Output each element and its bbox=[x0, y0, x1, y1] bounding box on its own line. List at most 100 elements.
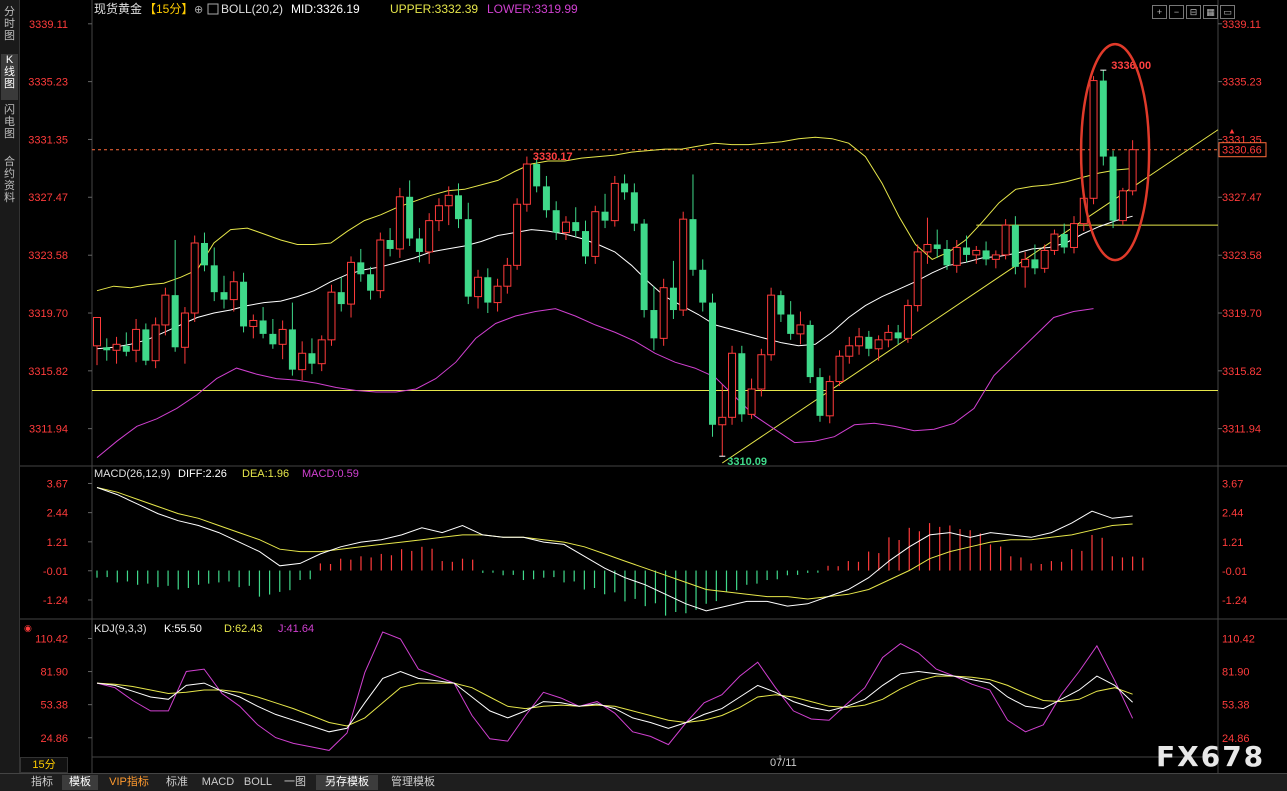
candle bbox=[376, 232, 385, 299]
bottom-tab-1[interactable]: 模板 bbox=[62, 775, 98, 790]
candle bbox=[513, 198, 522, 270]
candle bbox=[640, 219, 648, 318]
candle-body bbox=[952, 246, 961, 266]
candle bbox=[444, 186, 453, 226]
sidebar-tab-1[interactable]: K线图 bbox=[1, 54, 18, 100]
candle-body bbox=[650, 310, 658, 339]
boll-icon bbox=[207, 3, 219, 15]
candle-body bbox=[180, 312, 189, 348]
candle bbox=[1031, 244, 1039, 275]
candle bbox=[601, 193, 609, 229]
price-arrow-icon: ▲ bbox=[1228, 126, 1236, 135]
candle bbox=[610, 175, 619, 227]
bottom-tab-8[interactable]: 管理模板 bbox=[391, 776, 435, 788]
candle-body bbox=[757, 354, 766, 390]
candle-body bbox=[835, 355, 844, 383]
zoom-out-icon[interactable]: − bbox=[1169, 5, 1184, 19]
candle-body bbox=[298, 352, 307, 371]
candle bbox=[122, 332, 130, 357]
bottom-tab-0[interactable]: 指标 bbox=[31, 776, 53, 788]
candle bbox=[210, 247, 218, 302]
kdj-label-left: 110.42 bbox=[35, 633, 68, 645]
candle bbox=[240, 272, 248, 333]
boll-lower-value: LOWER:3319.99 bbox=[487, 2, 578, 16]
candle bbox=[337, 277, 345, 312]
candle-body bbox=[200, 242, 208, 266]
layout-icon[interactable]: ▭ bbox=[1220, 5, 1235, 19]
candle bbox=[796, 311, 805, 345]
candle bbox=[825, 375, 834, 424]
candle-body bbox=[796, 324, 805, 335]
bottom-tab-2[interactable]: VIP指标 bbox=[109, 776, 149, 788]
price-label-left: 3315.82 bbox=[28, 366, 68, 378]
current-price-box bbox=[1218, 142, 1267, 158]
sidebar-tab-0[interactable]: 分时图 bbox=[4, 6, 15, 42]
candle-body bbox=[1128, 149, 1137, 192]
bottom-tab-6[interactable]: 一图 bbox=[284, 776, 306, 788]
candle-body bbox=[1070, 223, 1078, 248]
macd-dea-line bbox=[96, 487, 1133, 600]
candle-body bbox=[630, 192, 638, 224]
macd-label-left: -0.01 bbox=[43, 566, 68, 578]
candle-body bbox=[855, 336, 864, 347]
split-view-icon[interactable]: ⊟ bbox=[1186, 5, 1201, 19]
candle-body bbox=[425, 220, 434, 253]
chart-toolbar: + − ⊟ ▦ ▭ bbox=[1152, 2, 1237, 19]
bottom-tab-5[interactable]: BOLL bbox=[243, 776, 273, 788]
zoom-in-icon[interactable]: + bbox=[1152, 5, 1167, 19]
candle bbox=[493, 278, 502, 312]
candle-body bbox=[903, 305, 912, 339]
candle-body bbox=[171, 295, 179, 348]
low-price-label: 3310.09 bbox=[727, 456, 767, 468]
candle-body bbox=[591, 211, 600, 257]
candle bbox=[659, 278, 668, 346]
settings-icon: ⊕ bbox=[194, 4, 203, 16]
candle-body bbox=[747, 388, 756, 415]
candle bbox=[591, 205, 600, 264]
macd-label-right: -1.24 bbox=[1222, 595, 1247, 607]
candle-body bbox=[464, 219, 472, 297]
sidebar-tab-2[interactable]: 闪电图 bbox=[4, 104, 15, 140]
candle bbox=[503, 257, 512, 294]
bottom-tab-3[interactable]: 标准 bbox=[166, 776, 188, 788]
candle-body bbox=[406, 196, 414, 239]
macd-hist-value: MACD:0.59 bbox=[302, 468, 359, 480]
candle bbox=[229, 271, 238, 312]
candle bbox=[991, 250, 1000, 269]
candle-body bbox=[913, 251, 922, 307]
candle-body bbox=[190, 242, 199, 314]
candle-body bbox=[1011, 225, 1019, 267]
candle-body bbox=[474, 276, 483, 298]
chart-canvas[interactable]: 3339.11 3335.23 3331.35 3327.47 3323.58 3319.… bbox=[20, 0, 1287, 773]
candle bbox=[93, 316, 101, 366]
bottom-tab-7[interactable]: 另存模板 bbox=[316, 775, 378, 790]
grid-icon[interactable]: ▦ bbox=[1203, 5, 1218, 19]
candle bbox=[787, 301, 795, 340]
candle bbox=[1070, 216, 1078, 254]
candle-body bbox=[874, 339, 883, 350]
candle-body bbox=[288, 329, 296, 370]
candle-body bbox=[610, 182, 619, 222]
candle bbox=[464, 202, 472, 305]
candle-body bbox=[679, 218, 688, 311]
candle-body bbox=[659, 287, 668, 339]
candle bbox=[142, 323, 150, 366]
boll-upper-line bbox=[96, 136, 1133, 292]
candle-body bbox=[865, 336, 873, 349]
price-label-right: 3311.94 bbox=[1222, 424, 1261, 436]
candle-body bbox=[894, 332, 902, 339]
candle-body bbox=[210, 265, 218, 293]
candle-body bbox=[229, 281, 238, 301]
candle bbox=[454, 183, 462, 229]
candle bbox=[1118, 187, 1127, 226]
candle-body bbox=[327, 291, 336, 341]
candle bbox=[200, 232, 208, 272]
candle bbox=[103, 338, 111, 361]
candle bbox=[367, 266, 375, 300]
sidebar-tab-3[interactable]: 合约资料 bbox=[4, 156, 15, 204]
bottom-tab-4[interactable]: MACD bbox=[201, 776, 235, 788]
candle bbox=[1021, 251, 1030, 288]
period-button[interactable]: 15分 bbox=[20, 757, 68, 773]
trend-line bbox=[722, 129, 1219, 464]
candle bbox=[220, 275, 228, 309]
